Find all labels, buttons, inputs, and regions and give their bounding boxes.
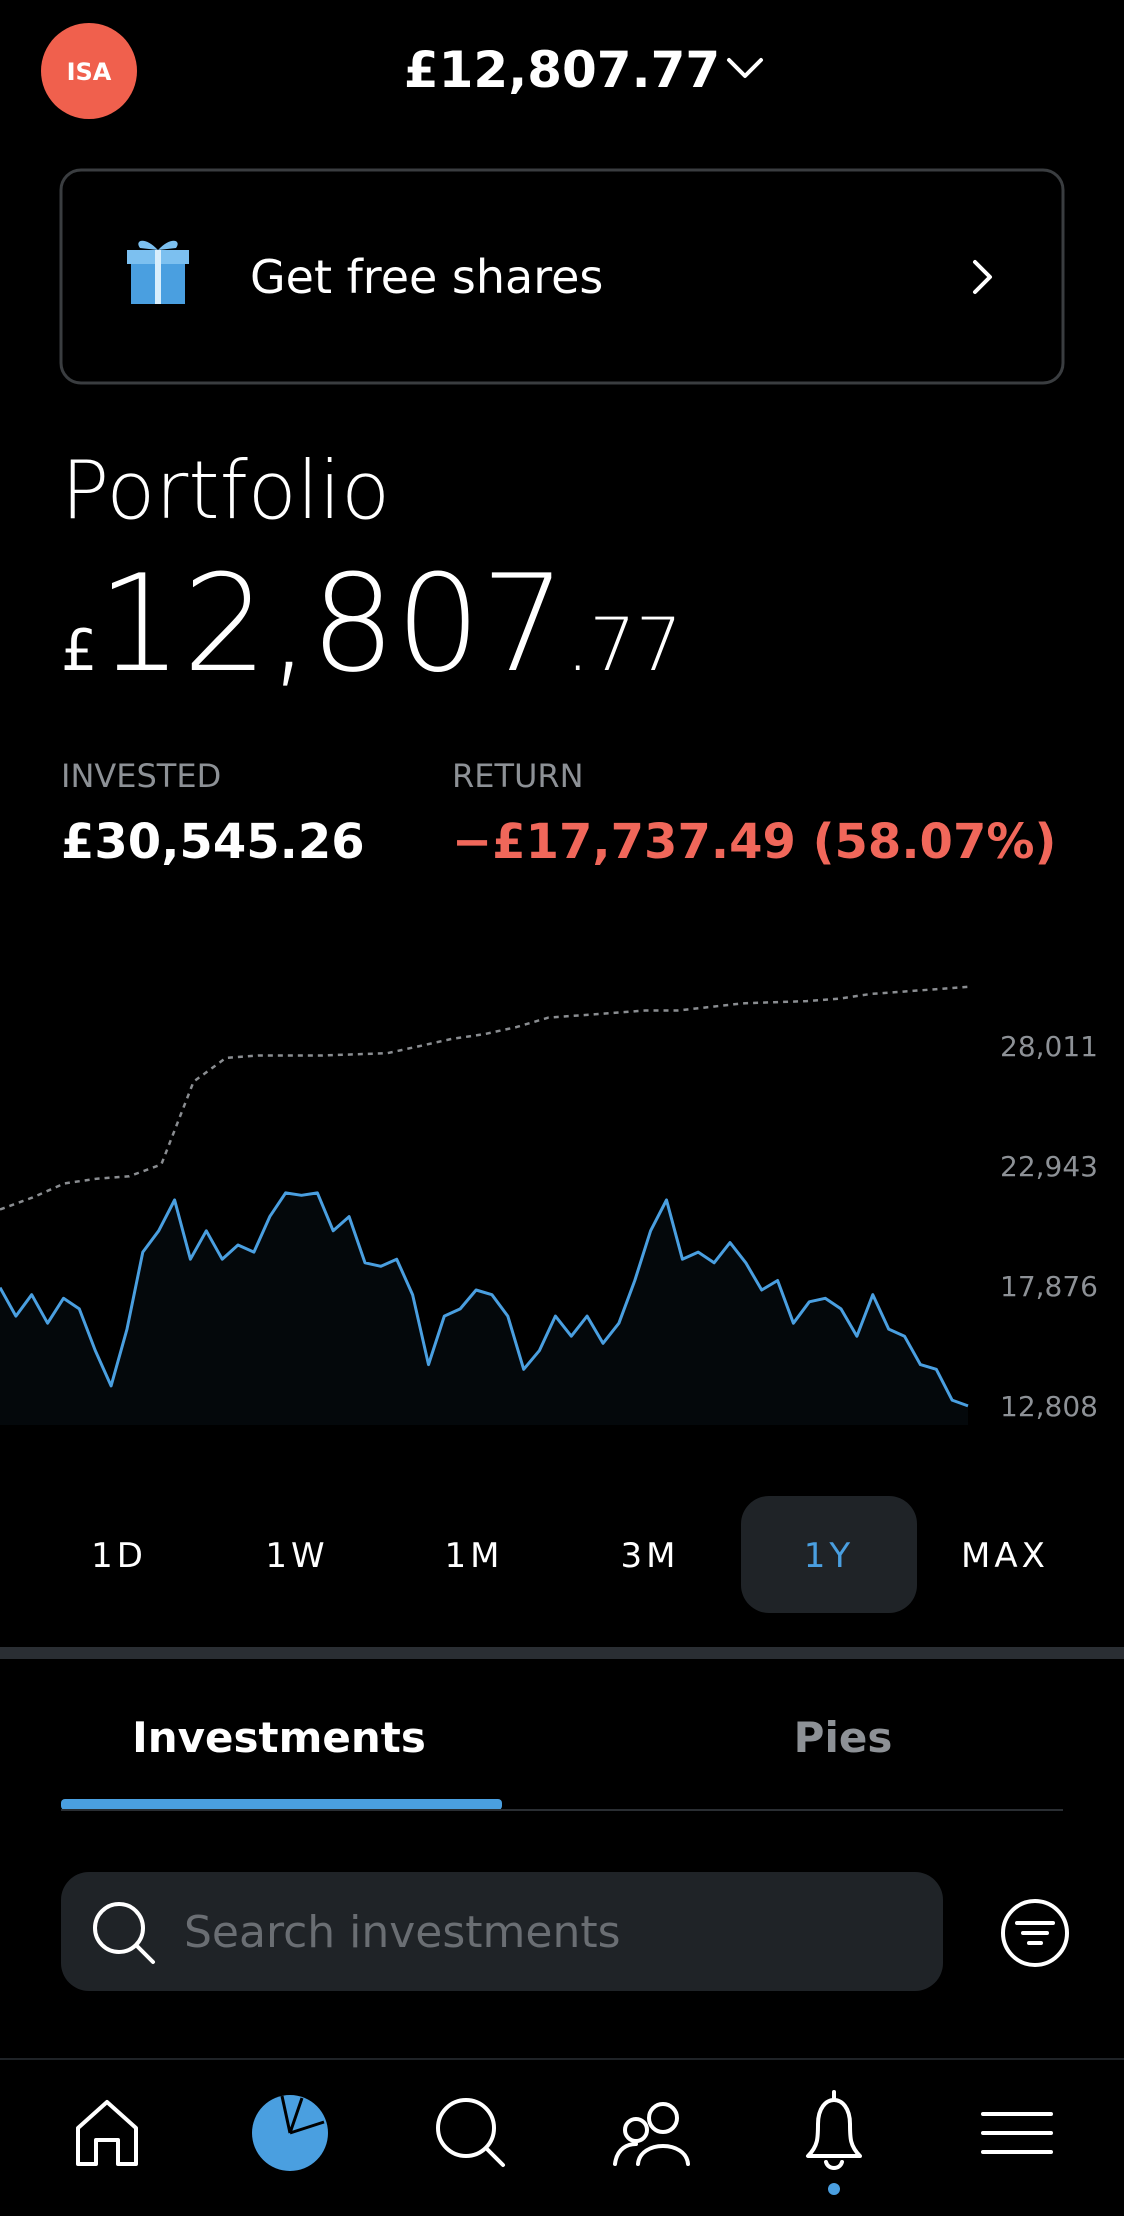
portfolio-value: £12,807.77 bbox=[61, 546, 682, 702]
y-tick-label: 17,876 bbox=[1000, 1270, 1098, 1303]
search-box[interactable]: Search investments bbox=[61, 1872, 943, 1991]
range-button[interactable]: 1M bbox=[445, 1536, 504, 1576]
search-icon-handle bbox=[135, 1944, 155, 1964]
search-icon bbox=[93, 1902, 145, 1954]
value-whole: 12,807 bbox=[97, 546, 566, 702]
series-line bbox=[0, 1191, 969, 1408]
range-button[interactable]: MAX bbox=[961, 1536, 1049, 1576]
tab[interactable]: Pies bbox=[794, 1713, 893, 1762]
filter-circle[interactable] bbox=[1001, 1899, 1069, 1967]
dropdown-chevron[interactable] bbox=[727, 58, 763, 78]
value-decimal: .77 bbox=[566, 603, 682, 688]
invested-label: INVESTED bbox=[61, 757, 221, 795]
nav-portfolio[interactable] bbox=[252, 2095, 328, 2171]
range-button[interactable]: 1D bbox=[91, 1536, 147, 1576]
search-placeholder: Search investments bbox=[184, 1907, 621, 1958]
banner-frame[interactable] bbox=[59, 168, 1065, 385]
chart: 28,011 22,943 17,876 12,808 bbox=[0, 985, 1098, 1425]
header-value[interactable]: £12,807.77 bbox=[404, 41, 720, 99]
gift-icon bbox=[127, 240, 189, 304]
range-button[interactable]: 1W bbox=[265, 1536, 328, 1576]
portfolio-title: Portfolio bbox=[61, 444, 390, 537]
nav-community[interactable] bbox=[613, 2102, 690, 2166]
tab[interactable]: Investments bbox=[132, 1713, 426, 1762]
free-shares-banner[interactable]: Get free shares bbox=[59, 168, 1065, 385]
badge-label: ISA bbox=[67, 58, 112, 86]
isa-badge[interactable] bbox=[41, 23, 137, 119]
nav-home[interactable] bbox=[76, 2100, 138, 2166]
account-switch[interactable]: ISA bbox=[41, 23, 137, 119]
range-selected-bg[interactable] bbox=[741, 1496, 917, 1613]
currency: £ bbox=[61, 618, 97, 684]
y-tick-label: 28,011 bbox=[1000, 1030, 1098, 1063]
range-button[interactable]: 1Y bbox=[804, 1536, 854, 1576]
section-divider bbox=[0, 1647, 1124, 1659]
line-area bbox=[0, 1192, 968, 1425]
notification-dot bbox=[828, 2183, 840, 2195]
tab-underline bbox=[61, 1799, 502, 1810]
series-line bbox=[0, 985, 969, 1211]
range-button[interactable]: 3M bbox=[621, 1536, 680, 1576]
invested-value: £30,545.26 bbox=[61, 814, 365, 870]
nav-search[interactable] bbox=[436, 2098, 505, 2167]
y-tick-label: 22,943 bbox=[1000, 1150, 1098, 1183]
filter-button[interactable] bbox=[1001, 1899, 1069, 1967]
y-tick-label: 12,808 bbox=[1000, 1390, 1098, 1423]
tabs: Investments Pies bbox=[61, 1713, 892, 1810]
return-label: RETURN bbox=[452, 757, 584, 795]
range-selector: 1D 1W 1M 3M 1Y MAX bbox=[91, 1496, 1049, 1613]
banner-text: Get free shares bbox=[250, 250, 603, 304]
filter-lines bbox=[1015, 1921, 1055, 1945]
banner-chevron bbox=[973, 260, 992, 294]
nav-notifications[interactable] bbox=[806, 2090, 862, 2170]
return-value: −£17,737.49 (58.07%) bbox=[452, 814, 1056, 870]
bottom-nav bbox=[76, 2090, 1053, 2195]
search-field[interactable] bbox=[61, 1872, 943, 1991]
nav-menu[interactable] bbox=[981, 2112, 1053, 2154]
